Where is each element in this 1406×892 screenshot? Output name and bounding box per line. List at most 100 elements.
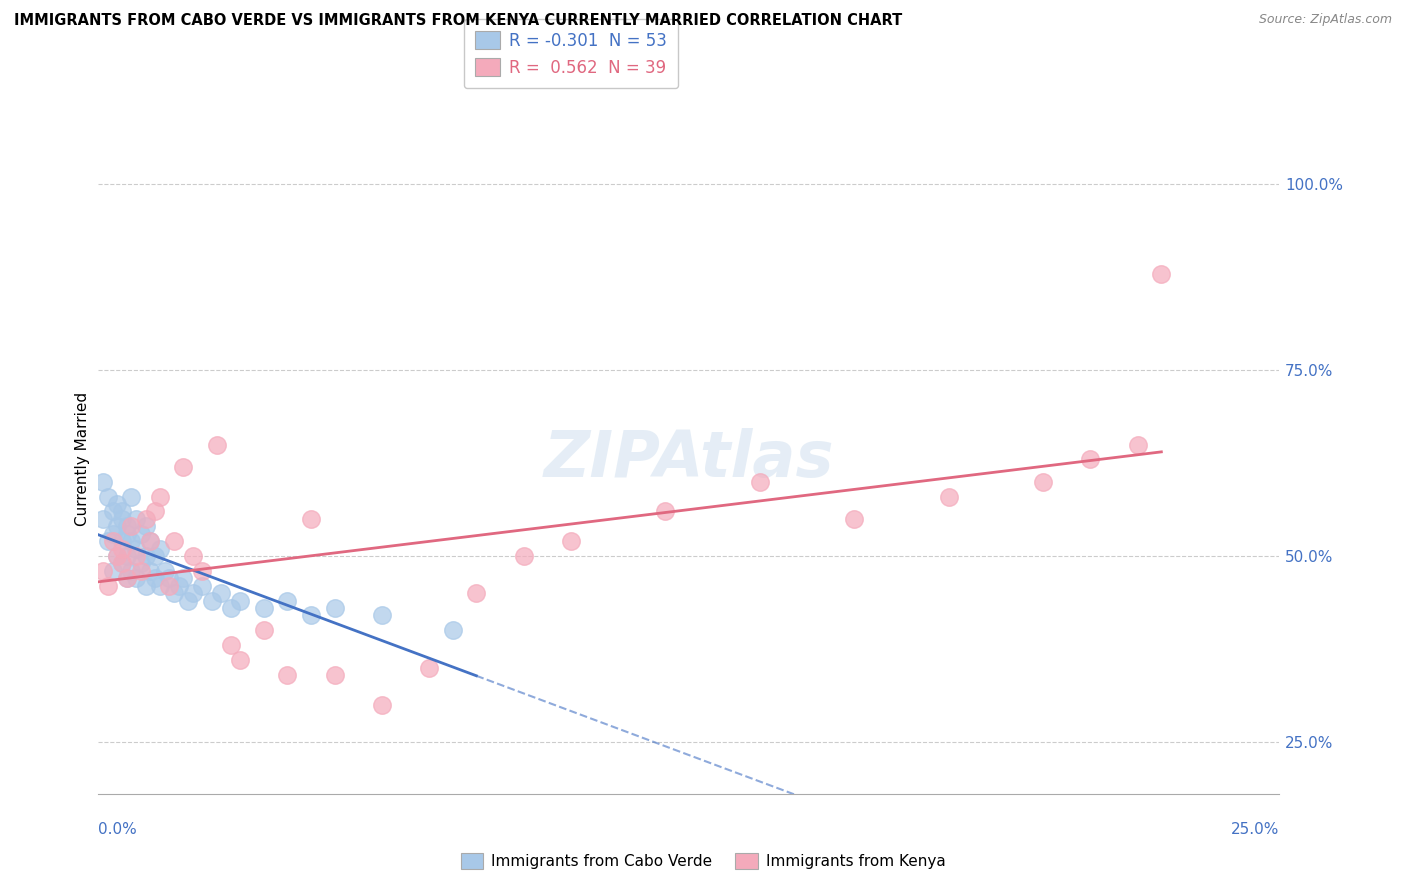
Point xyxy=(938,490,960,504)
Point xyxy=(129,564,152,578)
Point xyxy=(111,512,134,526)
Point xyxy=(135,549,157,563)
Point xyxy=(153,564,176,578)
Point xyxy=(163,534,186,549)
Point xyxy=(253,601,276,615)
Point xyxy=(115,549,138,563)
Point xyxy=(139,534,162,549)
Text: ZIPAtlas: ZIPAtlas xyxy=(544,428,834,491)
Point xyxy=(125,541,148,556)
Legend: R = -0.301  N = 53, R =  0.562  N = 39: R = -0.301 N = 53, R = 0.562 N = 39 xyxy=(464,20,678,88)
Point xyxy=(149,490,172,504)
Point xyxy=(91,512,114,526)
Point xyxy=(121,490,143,504)
Point xyxy=(149,579,172,593)
Text: 0.0%: 0.0% xyxy=(98,822,138,837)
Point xyxy=(129,526,152,541)
Point xyxy=(97,534,120,549)
Point xyxy=(115,519,138,533)
Point xyxy=(299,512,322,526)
Point xyxy=(177,593,200,607)
Point xyxy=(125,549,148,563)
Point xyxy=(135,579,157,593)
Point xyxy=(101,504,124,518)
Point xyxy=(418,660,440,674)
Point xyxy=(115,526,138,541)
Point xyxy=(191,579,214,593)
Point xyxy=(465,586,488,600)
Point xyxy=(1080,452,1102,467)
Point xyxy=(111,534,134,549)
Point xyxy=(125,512,148,526)
Point xyxy=(323,668,346,682)
Point xyxy=(276,593,298,607)
Point xyxy=(209,586,232,600)
Text: 25.0%: 25.0% xyxy=(1232,822,1279,837)
Point xyxy=(181,586,204,600)
Point xyxy=(97,579,120,593)
Point xyxy=(1126,437,1149,451)
Point xyxy=(229,653,252,667)
Point xyxy=(121,534,143,549)
Point xyxy=(115,571,138,585)
Point xyxy=(157,571,180,585)
Point xyxy=(135,512,157,526)
Point xyxy=(299,608,322,623)
Point xyxy=(139,564,162,578)
Point xyxy=(191,564,214,578)
Legend: Immigrants from Cabo Verde, Immigrants from Kenya: Immigrants from Cabo Verde, Immigrants f… xyxy=(454,847,952,875)
Point xyxy=(115,571,138,585)
Point xyxy=(121,564,143,578)
Point xyxy=(181,549,204,563)
Point xyxy=(135,519,157,533)
Point xyxy=(105,519,128,533)
Point xyxy=(143,571,166,585)
Text: IMMIGRANTS FROM CABO VERDE VS IMMIGRANTS FROM KENYA CURRENTLY MARRIED CORRELATIO: IMMIGRANTS FROM CABO VERDE VS IMMIGRANTS… xyxy=(14,13,903,29)
Point xyxy=(101,534,124,549)
Point xyxy=(253,624,276,638)
Point xyxy=(371,608,394,623)
Point xyxy=(276,668,298,682)
Point xyxy=(172,459,194,474)
Y-axis label: Currently Married: Currently Married xyxy=(75,392,90,526)
Point xyxy=(205,437,228,451)
Point xyxy=(121,519,143,533)
Point xyxy=(229,593,252,607)
Point xyxy=(125,571,148,585)
Point xyxy=(111,541,134,556)
Point xyxy=(105,497,128,511)
Point xyxy=(441,624,464,638)
Point xyxy=(97,490,120,504)
Point xyxy=(560,534,582,549)
Point xyxy=(512,549,534,563)
Point xyxy=(111,504,134,518)
Point xyxy=(201,593,224,607)
Text: Source: ZipAtlas.com: Source: ZipAtlas.com xyxy=(1258,13,1392,27)
Point xyxy=(143,549,166,563)
Point xyxy=(101,564,124,578)
Point xyxy=(105,549,128,563)
Point xyxy=(163,586,186,600)
Point xyxy=(157,579,180,593)
Point xyxy=(111,557,134,571)
Point xyxy=(91,564,114,578)
Point xyxy=(219,638,242,652)
Point xyxy=(149,541,172,556)
Point xyxy=(129,557,152,571)
Point xyxy=(172,571,194,585)
Point xyxy=(371,698,394,712)
Point xyxy=(105,549,128,563)
Point xyxy=(101,526,124,541)
Point xyxy=(1032,475,1054,489)
Point xyxy=(139,534,162,549)
Point xyxy=(167,579,190,593)
Point xyxy=(143,504,166,518)
Point xyxy=(219,601,242,615)
Point xyxy=(323,601,346,615)
Point xyxy=(748,475,770,489)
Point xyxy=(91,475,114,489)
Point xyxy=(654,504,676,518)
Point xyxy=(844,512,866,526)
Point xyxy=(1150,267,1173,281)
Point xyxy=(111,557,134,571)
